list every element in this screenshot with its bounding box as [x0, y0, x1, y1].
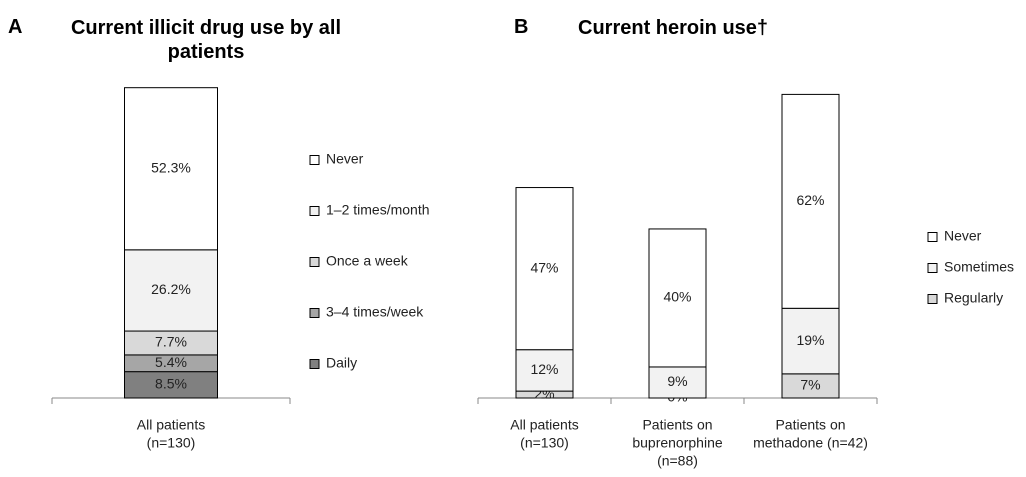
- data-label: 52.3%: [151, 159, 191, 175]
- x-tick-label: All patients: [137, 417, 205, 433]
- bar-segment: [648, 228, 707, 368]
- legend-label: 1–2 times/month: [326, 202, 430, 218]
- legend-swatch: [927, 232, 938, 242]
- x-tick-label: Patients on: [775, 417, 845, 433]
- bar-segment: [515, 349, 574, 392]
- legend-swatch: [309, 359, 320, 369]
- legend-label: Once a week: [326, 253, 409, 269]
- x-tick-label: (n=130): [147, 435, 196, 451]
- bar-segment: [648, 366, 707, 399]
- data-label: 40%: [663, 289, 691, 305]
- bar-segment: [124, 371, 218, 399]
- bar-segment: [781, 373, 840, 399]
- data-label: 62%: [796, 192, 824, 208]
- bar-segment: [781, 93, 840, 309]
- panel-a-header: A Current illicit drug use by all patien…: [8, 16, 341, 63]
- bar-segment: [515, 187, 574, 351]
- bar-segment: [124, 87, 218, 251]
- x-tick-label: buprenorphine: [632, 435, 723, 451]
- legend-swatch: [927, 263, 938, 273]
- legend-swatch: [927, 294, 938, 304]
- x-tick-label: (n=88): [657, 453, 698, 469]
- data-label: 19%: [796, 332, 824, 348]
- legend-label: 3–4 times/week: [326, 304, 424, 320]
- panel-b-header: B Current heroin use†: [514, 16, 768, 39]
- data-label: 9%: [667, 373, 687, 389]
- legend-label: Never: [944, 228, 982, 244]
- legend-label: Regularly: [944, 290, 1003, 306]
- data-label: 12%: [530, 361, 558, 377]
- bar-segment: [781, 307, 840, 375]
- data-label: 47%: [530, 259, 558, 275]
- data-label: 26.2%: [151, 281, 191, 297]
- x-tick-label: methadone (n=42): [753, 435, 868, 451]
- legend-swatch: [309, 257, 320, 267]
- chart-title: Current illicit drug use by all patients: [70, 17, 342, 63]
- data-label: 7%: [800, 377, 820, 393]
- x-tick-label: (n=130): [520, 435, 569, 451]
- bar-segment: [124, 249, 218, 332]
- legend-swatch: [309, 308, 320, 318]
- legend-swatch: [309, 206, 320, 216]
- panel-label: B: [514, 16, 529, 38]
- data-label: 5.4%: [155, 354, 187, 370]
- legend-swatch: [309, 155, 320, 165]
- chart-title: Current heroin use†: [578, 17, 769, 39]
- legend-label: Sometimes: [944, 259, 1014, 275]
- legend-label: Daily: [326, 355, 357, 371]
- data-label: 7.7%: [155, 334, 187, 350]
- data-label: 8.5%: [155, 376, 187, 392]
- panel-label: A: [8, 16, 23, 38]
- x-tick-label: All patients: [510, 417, 578, 433]
- x-tick-label: Patients on: [642, 417, 712, 433]
- legend-label: Never: [326, 151, 364, 167]
